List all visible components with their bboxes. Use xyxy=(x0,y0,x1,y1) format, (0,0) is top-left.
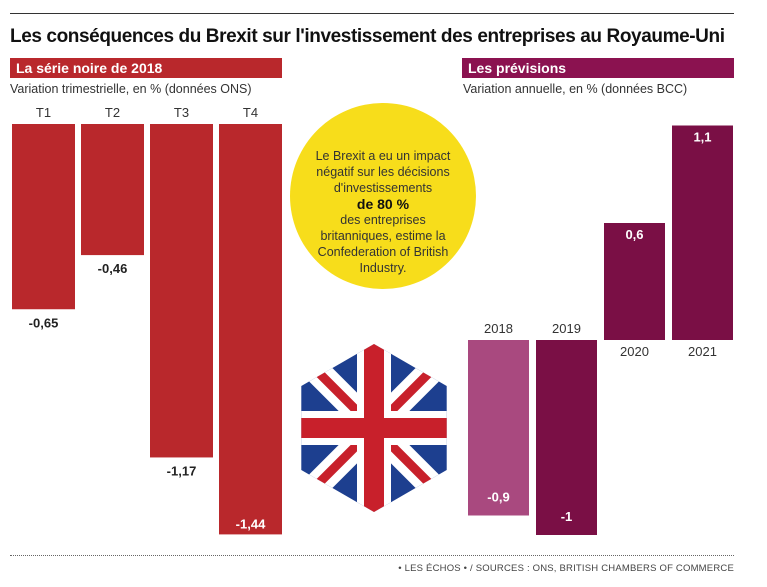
callout-circle xyxy=(290,103,476,289)
bar-2020 xyxy=(604,223,665,340)
category-label: T4 xyxy=(243,105,258,120)
bar-t1 xyxy=(12,124,75,310)
category-label: 2018 xyxy=(484,321,513,336)
quarterly-bars: T1 -0,65 T2 -0,46 T3 -1,17 T4 -1,44 xyxy=(12,105,282,535)
bar-2018 xyxy=(468,340,529,516)
category-label: T1 xyxy=(36,105,51,120)
value-label: 1,1 xyxy=(693,130,711,145)
value-label: -0,9 xyxy=(487,490,509,505)
bottom-rule xyxy=(10,555,734,556)
value-label: 0,6 xyxy=(625,227,643,242)
bar-2019 xyxy=(536,340,597,535)
value-label: -1 xyxy=(561,509,573,524)
callout-text: Le Brexit a eu un impact négatif sur les… xyxy=(304,148,462,276)
value-label: -1,44 xyxy=(236,516,266,531)
category-label: 2019 xyxy=(552,321,581,336)
value-label: -0,46 xyxy=(98,261,128,276)
callout-highlight: de 80 % xyxy=(356,196,410,212)
category-label: T3 xyxy=(174,105,189,120)
bar-t3 xyxy=(150,124,213,458)
left-panel-header-label: La série noire de 2018 xyxy=(16,60,163,76)
value-label: -0,65 xyxy=(29,315,59,330)
left-panel-subtitle: Variation trimestrielle, en % (données O… xyxy=(10,82,252,96)
bar-2021 xyxy=(672,125,733,340)
source-note: • LES ÉCHOS • / SOURCES : ONS, BRITISH C… xyxy=(398,563,734,574)
right-panel-header: Les prévisions xyxy=(462,58,734,78)
bar-t4 xyxy=(219,124,282,535)
chart-title: Les conséquences du Brexit sur l'investi… xyxy=(10,26,725,47)
category-label: 2021 xyxy=(688,344,717,359)
bar-t2 xyxy=(81,124,144,256)
callout-line1: Le Brexit a eu un impact négatif sur les… xyxy=(315,149,451,195)
callout-line2: des entreprises britanniques, estime la … xyxy=(317,213,449,275)
value-label: -1,17 xyxy=(167,463,197,478)
right-panel-header-label: Les prévisions xyxy=(468,60,567,76)
forecast-bars: 2018 -0,9 2019 -1 2020 0,6 2021 1,1 xyxy=(468,125,733,535)
left-panel-header: La série noire de 2018 xyxy=(10,58,282,78)
category-label: 2020 xyxy=(620,344,649,359)
top-rule xyxy=(10,13,734,14)
right-panel-subtitle: Variation annuelle, en % (données BCC) xyxy=(463,82,688,96)
category-label: T2 xyxy=(105,105,120,120)
union-jack-hexagon-icon xyxy=(301,344,447,512)
